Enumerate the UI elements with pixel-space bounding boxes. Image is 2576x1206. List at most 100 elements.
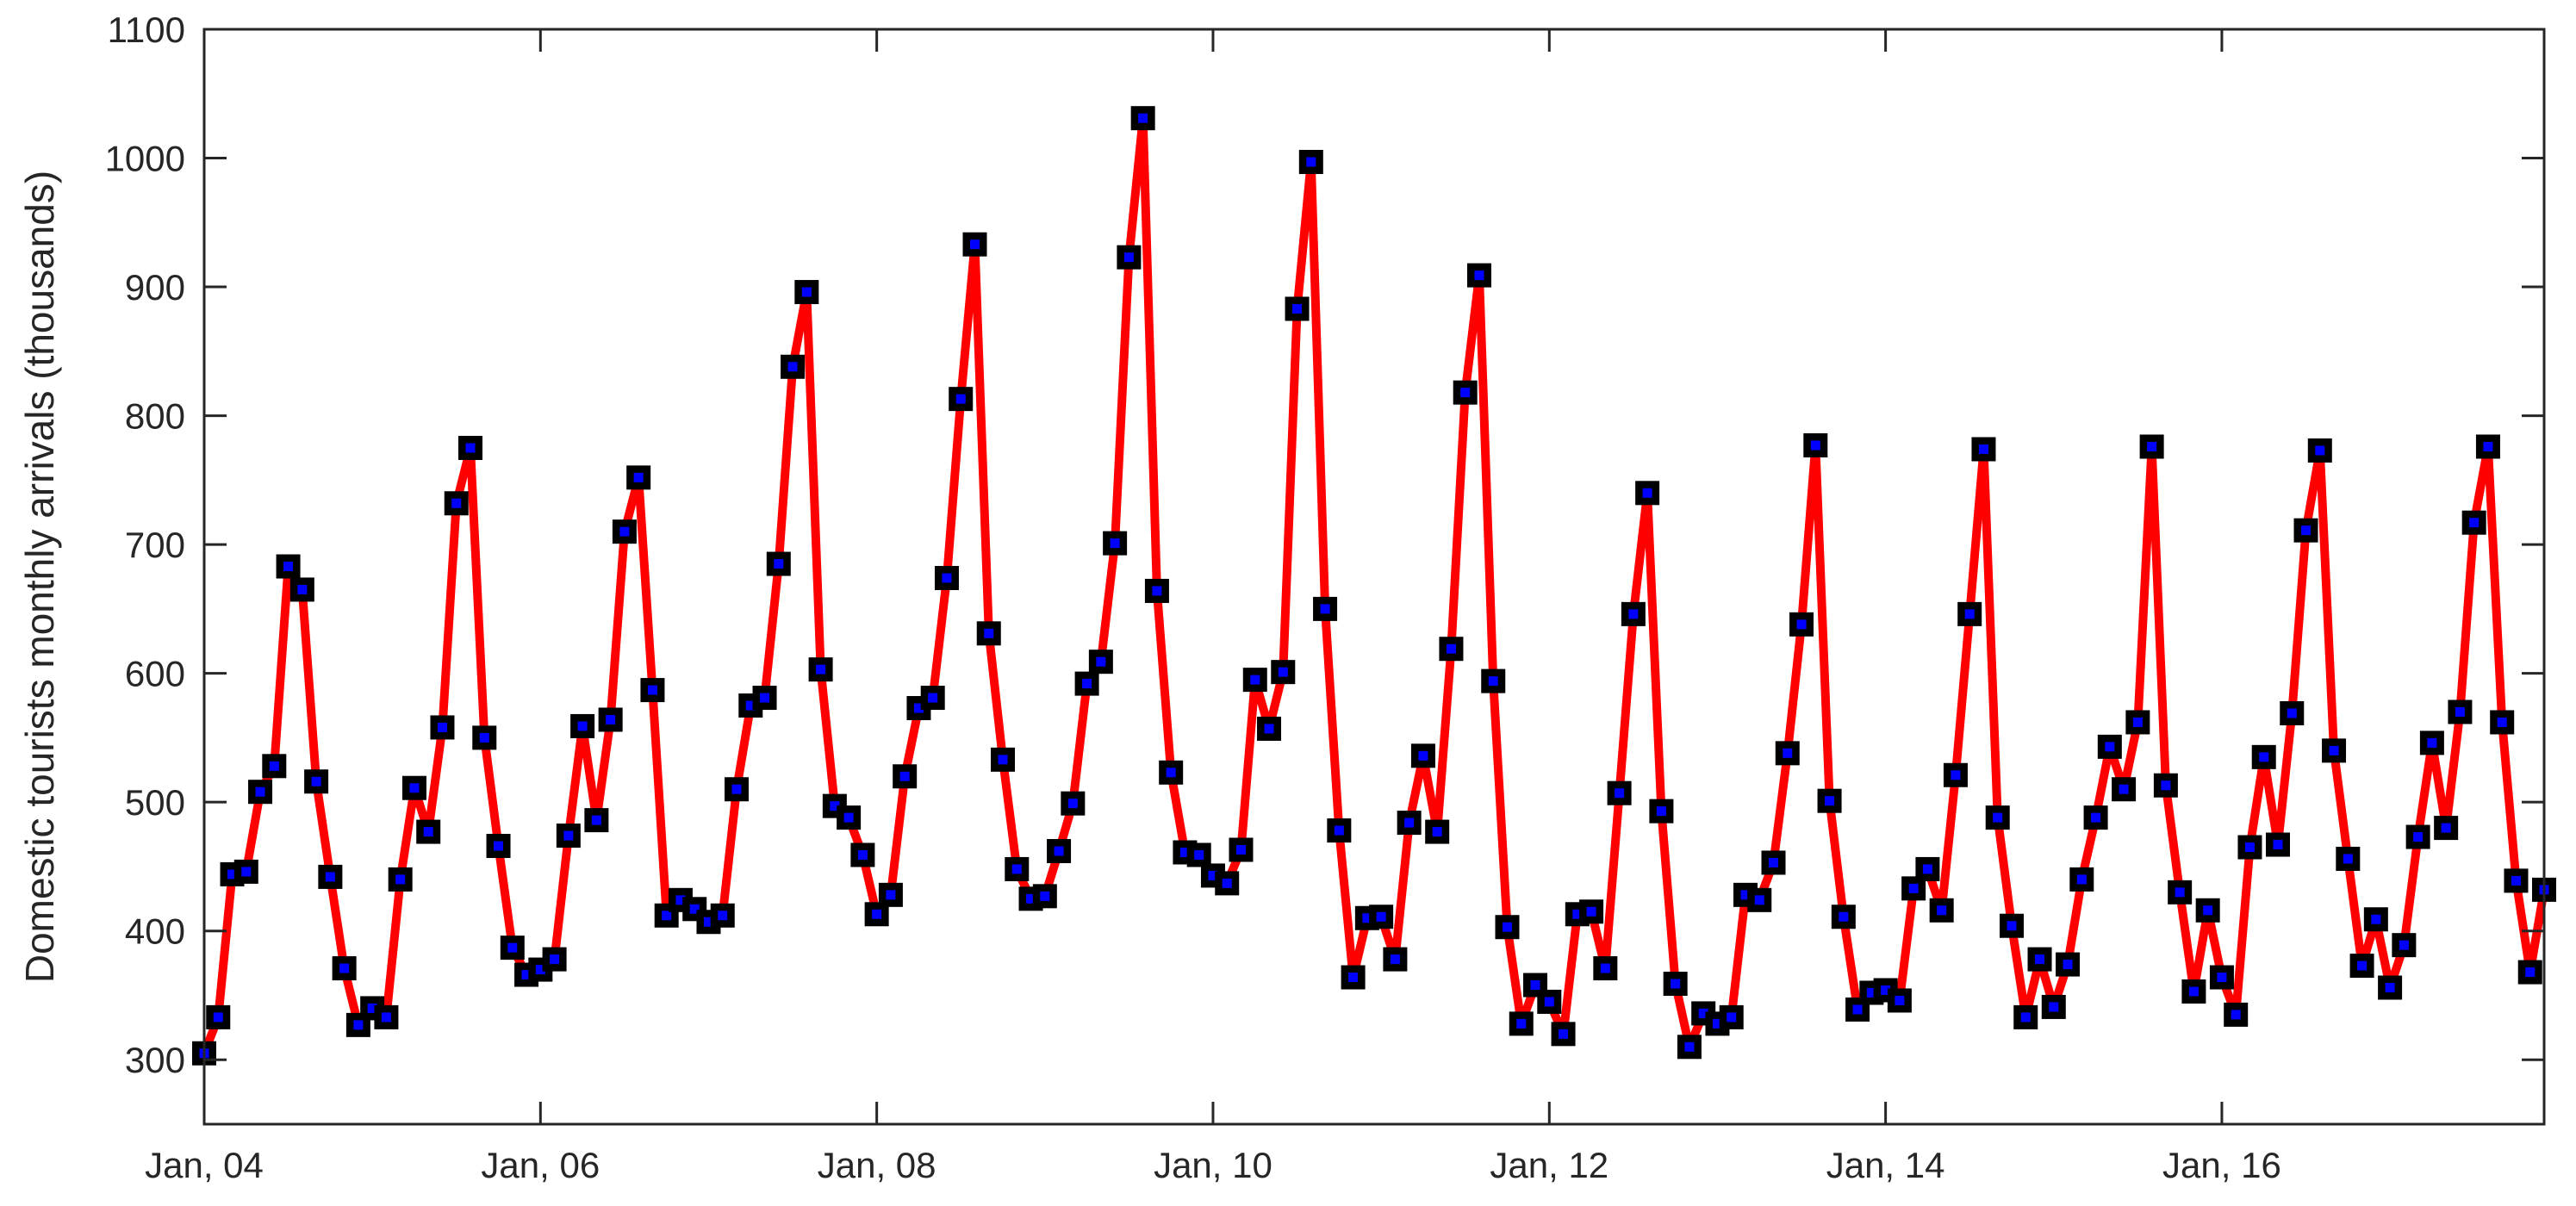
- data-point: [1747, 887, 1772, 912]
- data-point: [1971, 437, 1996, 462]
- data-point: [1481, 668, 1506, 693]
- data-point: [725, 777, 750, 802]
- data-point: [1509, 1011, 1534, 1036]
- data-point: [1369, 904, 1394, 929]
- data-point: [289, 577, 314, 602]
- data-point: [1298, 150, 1323, 175]
- data-point: [1144, 578, 1169, 603]
- data-point: [991, 747, 1016, 772]
- data-point: [1047, 838, 1072, 863]
- data-point: [934, 565, 959, 590]
- x-tick-label: Jan, 10: [1154, 1145, 1272, 1185]
- data-point: [2405, 824, 2430, 849]
- data-point: [584, 808, 609, 833]
- data-point: [1789, 612, 1814, 637]
- data-point: [1257, 716, 1282, 741]
- data-point: [1551, 1022, 1576, 1047]
- data-point: [1607, 780, 1632, 805]
- data-point: [2322, 738, 2347, 763]
- data-point: [374, 1004, 399, 1029]
- data-point: [318, 864, 343, 889]
- data-point: [2168, 880, 2193, 904]
- data-point: [416, 819, 441, 844]
- data-point: [486, 834, 511, 859]
- data-point: [556, 824, 581, 849]
- data-point: [2392, 933, 2417, 958]
- data-point: [1663, 972, 1688, 997]
- data-point: [276, 554, 301, 579]
- data-point: [2265, 832, 2290, 857]
- data-point: [2434, 816, 2459, 841]
- data-point: [304, 769, 329, 794]
- data-point: [1130, 106, 1155, 131]
- data-point: [2251, 744, 2276, 769]
- data-point: [570, 713, 595, 738]
- data-point: [1397, 811, 1422, 836]
- data-point: [1621, 601, 1646, 626]
- x-tick-label: Jan, 16: [2162, 1145, 2281, 1185]
- x-tick-label: Jan, 08: [818, 1145, 936, 1185]
- data-point: [2125, 710, 2150, 735]
- data-point: [1117, 245, 1142, 270]
- data-point: [598, 707, 623, 732]
- data-point: [1915, 856, 1940, 881]
- data-point: [2209, 965, 2234, 990]
- data-point: [2195, 898, 2220, 923]
- data-point: [2363, 907, 2388, 932]
- data-point: [2461, 510, 2486, 535]
- data-point: [1593, 956, 1618, 981]
- data-point: [2041, 994, 2066, 1019]
- y-tick-label: 400: [125, 911, 185, 952]
- y-tick-label: 1000: [105, 139, 185, 179]
- data-point: [976, 621, 1001, 646]
- data-point: [1775, 741, 1800, 766]
- data-point: [262, 754, 287, 779]
- data-point: [1215, 871, 1240, 896]
- data-point: [1943, 762, 1968, 787]
- y-tick-label: 1100: [108, 9, 185, 50]
- data-point: [1425, 819, 1450, 844]
- data-point: [2517, 960, 2542, 985]
- data-point: [949, 387, 974, 412]
- data-point: [2280, 701, 2305, 726]
- data-point: [2224, 1002, 2249, 1027]
- data-point: [781, 354, 806, 379]
- data-point: [2349, 954, 2374, 979]
- data-point: [206, 1004, 231, 1029]
- data-point: [1761, 850, 1786, 875]
- data-point: [2181, 979, 2206, 1004]
- data-point: [1159, 760, 1184, 785]
- y-tick-label: 500: [125, 782, 185, 823]
- data-point: [850, 842, 875, 867]
- data-point: [752, 686, 777, 711]
- data-point: [837, 805, 862, 830]
- data-point: [2027, 947, 2052, 972]
- data-point: [2504, 868, 2529, 893]
- data-point: [1242, 668, 1267, 693]
- x-tick-label: Jan, 14: [1826, 1145, 1945, 1185]
- data-point: [920, 686, 945, 711]
- data-point: [1453, 380, 1478, 405]
- data-point: [1383, 947, 1408, 972]
- data-point: [2153, 773, 2178, 798]
- x-tick-label: Jan, 06: [481, 1145, 600, 1185]
- data-point: [2237, 835, 2262, 860]
- data-point: [458, 435, 483, 460]
- data-point: [893, 764, 918, 789]
- data-point: [1103, 531, 1128, 556]
- data-point: [1719, 1004, 1744, 1029]
- data-point: [2475, 434, 2500, 459]
- data-point: [401, 775, 426, 800]
- y-tick-label: 800: [125, 396, 185, 437]
- data-point: [360, 996, 385, 1021]
- data-point: [2139, 434, 2164, 459]
- data-point: [1957, 601, 1982, 626]
- data-point: [2419, 730, 2444, 755]
- y-axis: 300 400 500 600 700 800 900 1000 1100: [105, 9, 2544, 1080]
- data-point: [1579, 899, 1604, 924]
- data-point: [2293, 518, 2318, 543]
- data-point: [710, 903, 735, 928]
- data-point: [1929, 898, 1954, 923]
- data-point: [1635, 481, 1660, 506]
